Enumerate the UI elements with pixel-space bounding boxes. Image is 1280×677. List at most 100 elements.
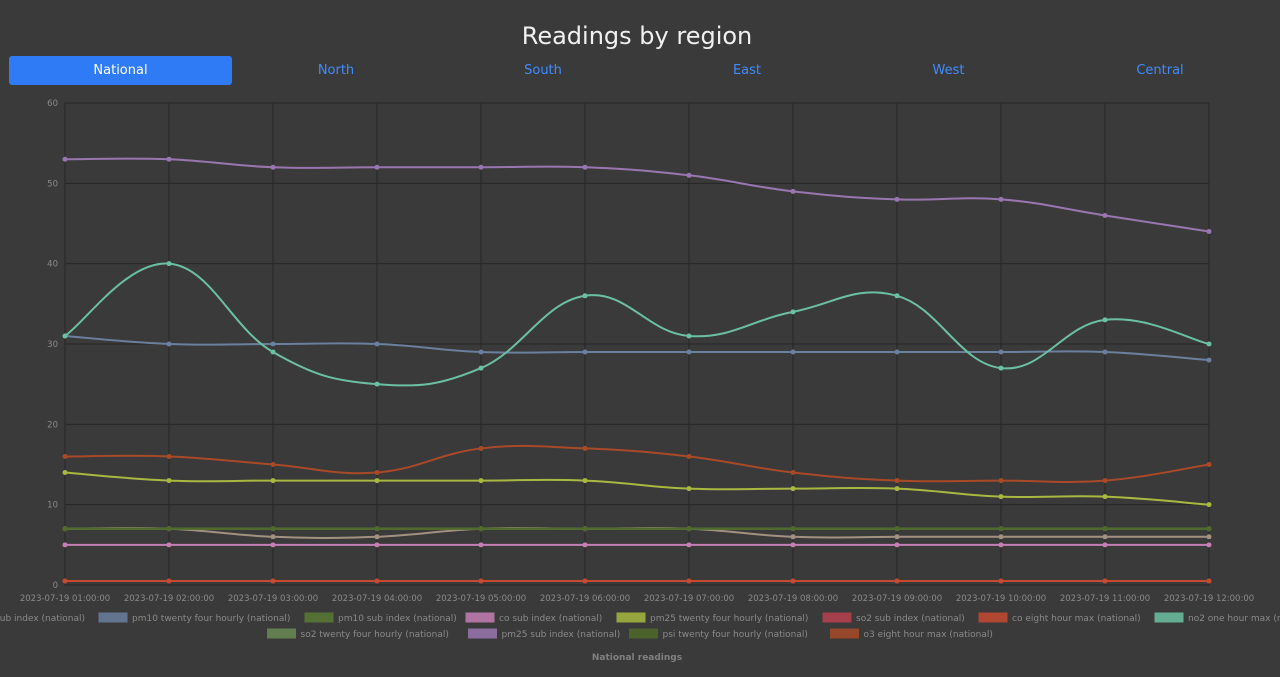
- data-point[interactable]: [790, 526, 796, 532]
- tab-national[interactable]: National: [9, 56, 232, 85]
- data-point[interactable]: [582, 478, 588, 484]
- data-point[interactable]: [686, 486, 692, 492]
- data-point[interactable]: [374, 164, 380, 170]
- data-point[interactable]: [478, 526, 484, 532]
- data-point[interactable]: [1102, 478, 1108, 484]
- data-point[interactable]: [166, 478, 172, 484]
- data-point[interactable]: [1102, 534, 1108, 540]
- tab-central[interactable]: Central: [1136, 63, 1184, 78]
- legend-item[interactable]: pm10 twenty four hourly (national): [98, 612, 290, 624]
- tab-west[interactable]: West: [932, 63, 965, 78]
- data-point[interactable]: [62, 453, 68, 459]
- data-point[interactable]: [790, 470, 796, 476]
- data-point[interactable]: [790, 309, 796, 315]
- legend-item[interactable]: co eight hour max (national): [978, 612, 1141, 624]
- data-point[interactable]: [998, 542, 1004, 548]
- data-point[interactable]: [374, 341, 380, 347]
- data-point[interactable]: [166, 341, 172, 347]
- data-point[interactable]: [1206, 534, 1212, 540]
- data-point[interactable]: [1102, 212, 1108, 218]
- data-point[interactable]: [582, 542, 588, 548]
- legend-item[interactable]: so2 sub index (national): [822, 612, 965, 624]
- data-point[interactable]: [1102, 349, 1108, 355]
- data-point[interactable]: [166, 526, 172, 532]
- data-point[interactable]: [270, 578, 276, 584]
- data-point[interactable]: [62, 156, 68, 162]
- data-point[interactable]: [790, 486, 796, 492]
- data-point[interactable]: [686, 349, 692, 355]
- legend-item[interactable]: o3 eight hour max (national): [830, 628, 993, 640]
- data-point[interactable]: [374, 542, 380, 548]
- data-point[interactable]: [998, 526, 1004, 532]
- tab-south[interactable]: South: [524, 63, 562, 78]
- data-point[interactable]: [894, 534, 900, 540]
- data-point[interactable]: [998, 349, 1004, 355]
- data-point[interactable]: [1206, 229, 1212, 235]
- data-point[interactable]: [894, 349, 900, 355]
- legend-item[interactable]: psi twenty four hourly (national): [629, 628, 808, 640]
- data-point[interactable]: [894, 578, 900, 584]
- data-point[interactable]: [270, 526, 276, 532]
- data-point[interactable]: [894, 293, 900, 299]
- data-point[interactable]: [1206, 357, 1212, 363]
- data-point[interactable]: [62, 542, 68, 548]
- data-point[interactable]: [1102, 317, 1108, 323]
- data-point[interactable]: [894, 486, 900, 492]
- data-point[interactable]: [374, 381, 380, 387]
- data-point[interactable]: [62, 526, 68, 532]
- data-point[interactable]: [998, 478, 1004, 484]
- legend-item[interactable]: no2 one hour max (national): [1154, 612, 1280, 624]
- legend-item[interactable]: pm25 twenty four hourly (national): [616, 612, 808, 624]
- data-point[interactable]: [62, 333, 68, 339]
- data-point[interactable]: [686, 333, 692, 339]
- data-point[interactable]: [1102, 542, 1108, 548]
- legend-item[interactable]: o3 sub index (national): [0, 613, 85, 624]
- data-point[interactable]: [582, 526, 588, 532]
- legend-item[interactable]: pm10 sub index (national): [304, 612, 457, 624]
- data-point[interactable]: [686, 578, 692, 584]
- data-point[interactable]: [894, 196, 900, 202]
- data-point[interactable]: [790, 349, 796, 355]
- data-point[interactable]: [270, 462, 276, 467]
- data-point[interactable]: [998, 534, 1004, 540]
- data-point[interactable]: [166, 542, 172, 548]
- data-point[interactable]: [374, 470, 380, 476]
- data-point[interactable]: [478, 349, 484, 355]
- data-point[interactable]: [686, 526, 692, 532]
- data-point[interactable]: [270, 349, 276, 355]
- data-point[interactable]: [270, 534, 276, 540]
- data-point[interactable]: [478, 542, 484, 548]
- data-point[interactable]: [166, 578, 172, 584]
- data-point[interactable]: [1102, 578, 1108, 584]
- tab-east[interactable]: East: [732, 63, 762, 78]
- data-point[interactable]: [478, 164, 484, 170]
- data-point[interactable]: [1206, 526, 1212, 532]
- data-point[interactable]: [270, 478, 276, 484]
- data-point[interactable]: [686, 172, 692, 178]
- data-point[interactable]: [62, 470, 68, 476]
- data-point[interactable]: [270, 341, 276, 347]
- data-point[interactable]: [478, 365, 484, 371]
- data-point[interactable]: [374, 578, 380, 584]
- data-point[interactable]: [478, 445, 484, 451]
- data-point[interactable]: [1102, 494, 1108, 500]
- data-point[interactable]: [1206, 578, 1212, 584]
- data-point[interactable]: [1206, 542, 1212, 548]
- data-point[interactable]: [582, 164, 588, 170]
- data-point[interactable]: [582, 293, 588, 299]
- data-point[interactable]: [1206, 341, 1212, 347]
- data-point[interactable]: [270, 164, 276, 170]
- data-point[interactable]: [478, 478, 484, 484]
- data-point[interactable]: [790, 542, 796, 548]
- data-point[interactable]: [582, 349, 588, 355]
- data-point[interactable]: [998, 365, 1004, 371]
- data-point[interactable]: [686, 453, 692, 459]
- data-point[interactable]: [582, 445, 588, 451]
- data-point[interactable]: [894, 542, 900, 548]
- tab-north[interactable]: North: [317, 63, 355, 78]
- data-point[interactable]: [374, 526, 380, 532]
- data-point[interactable]: [374, 478, 380, 484]
- data-point[interactable]: [166, 156, 172, 162]
- data-point[interactable]: [62, 578, 68, 584]
- legend-item[interactable]: so2 twenty four hourly (national): [267, 628, 449, 640]
